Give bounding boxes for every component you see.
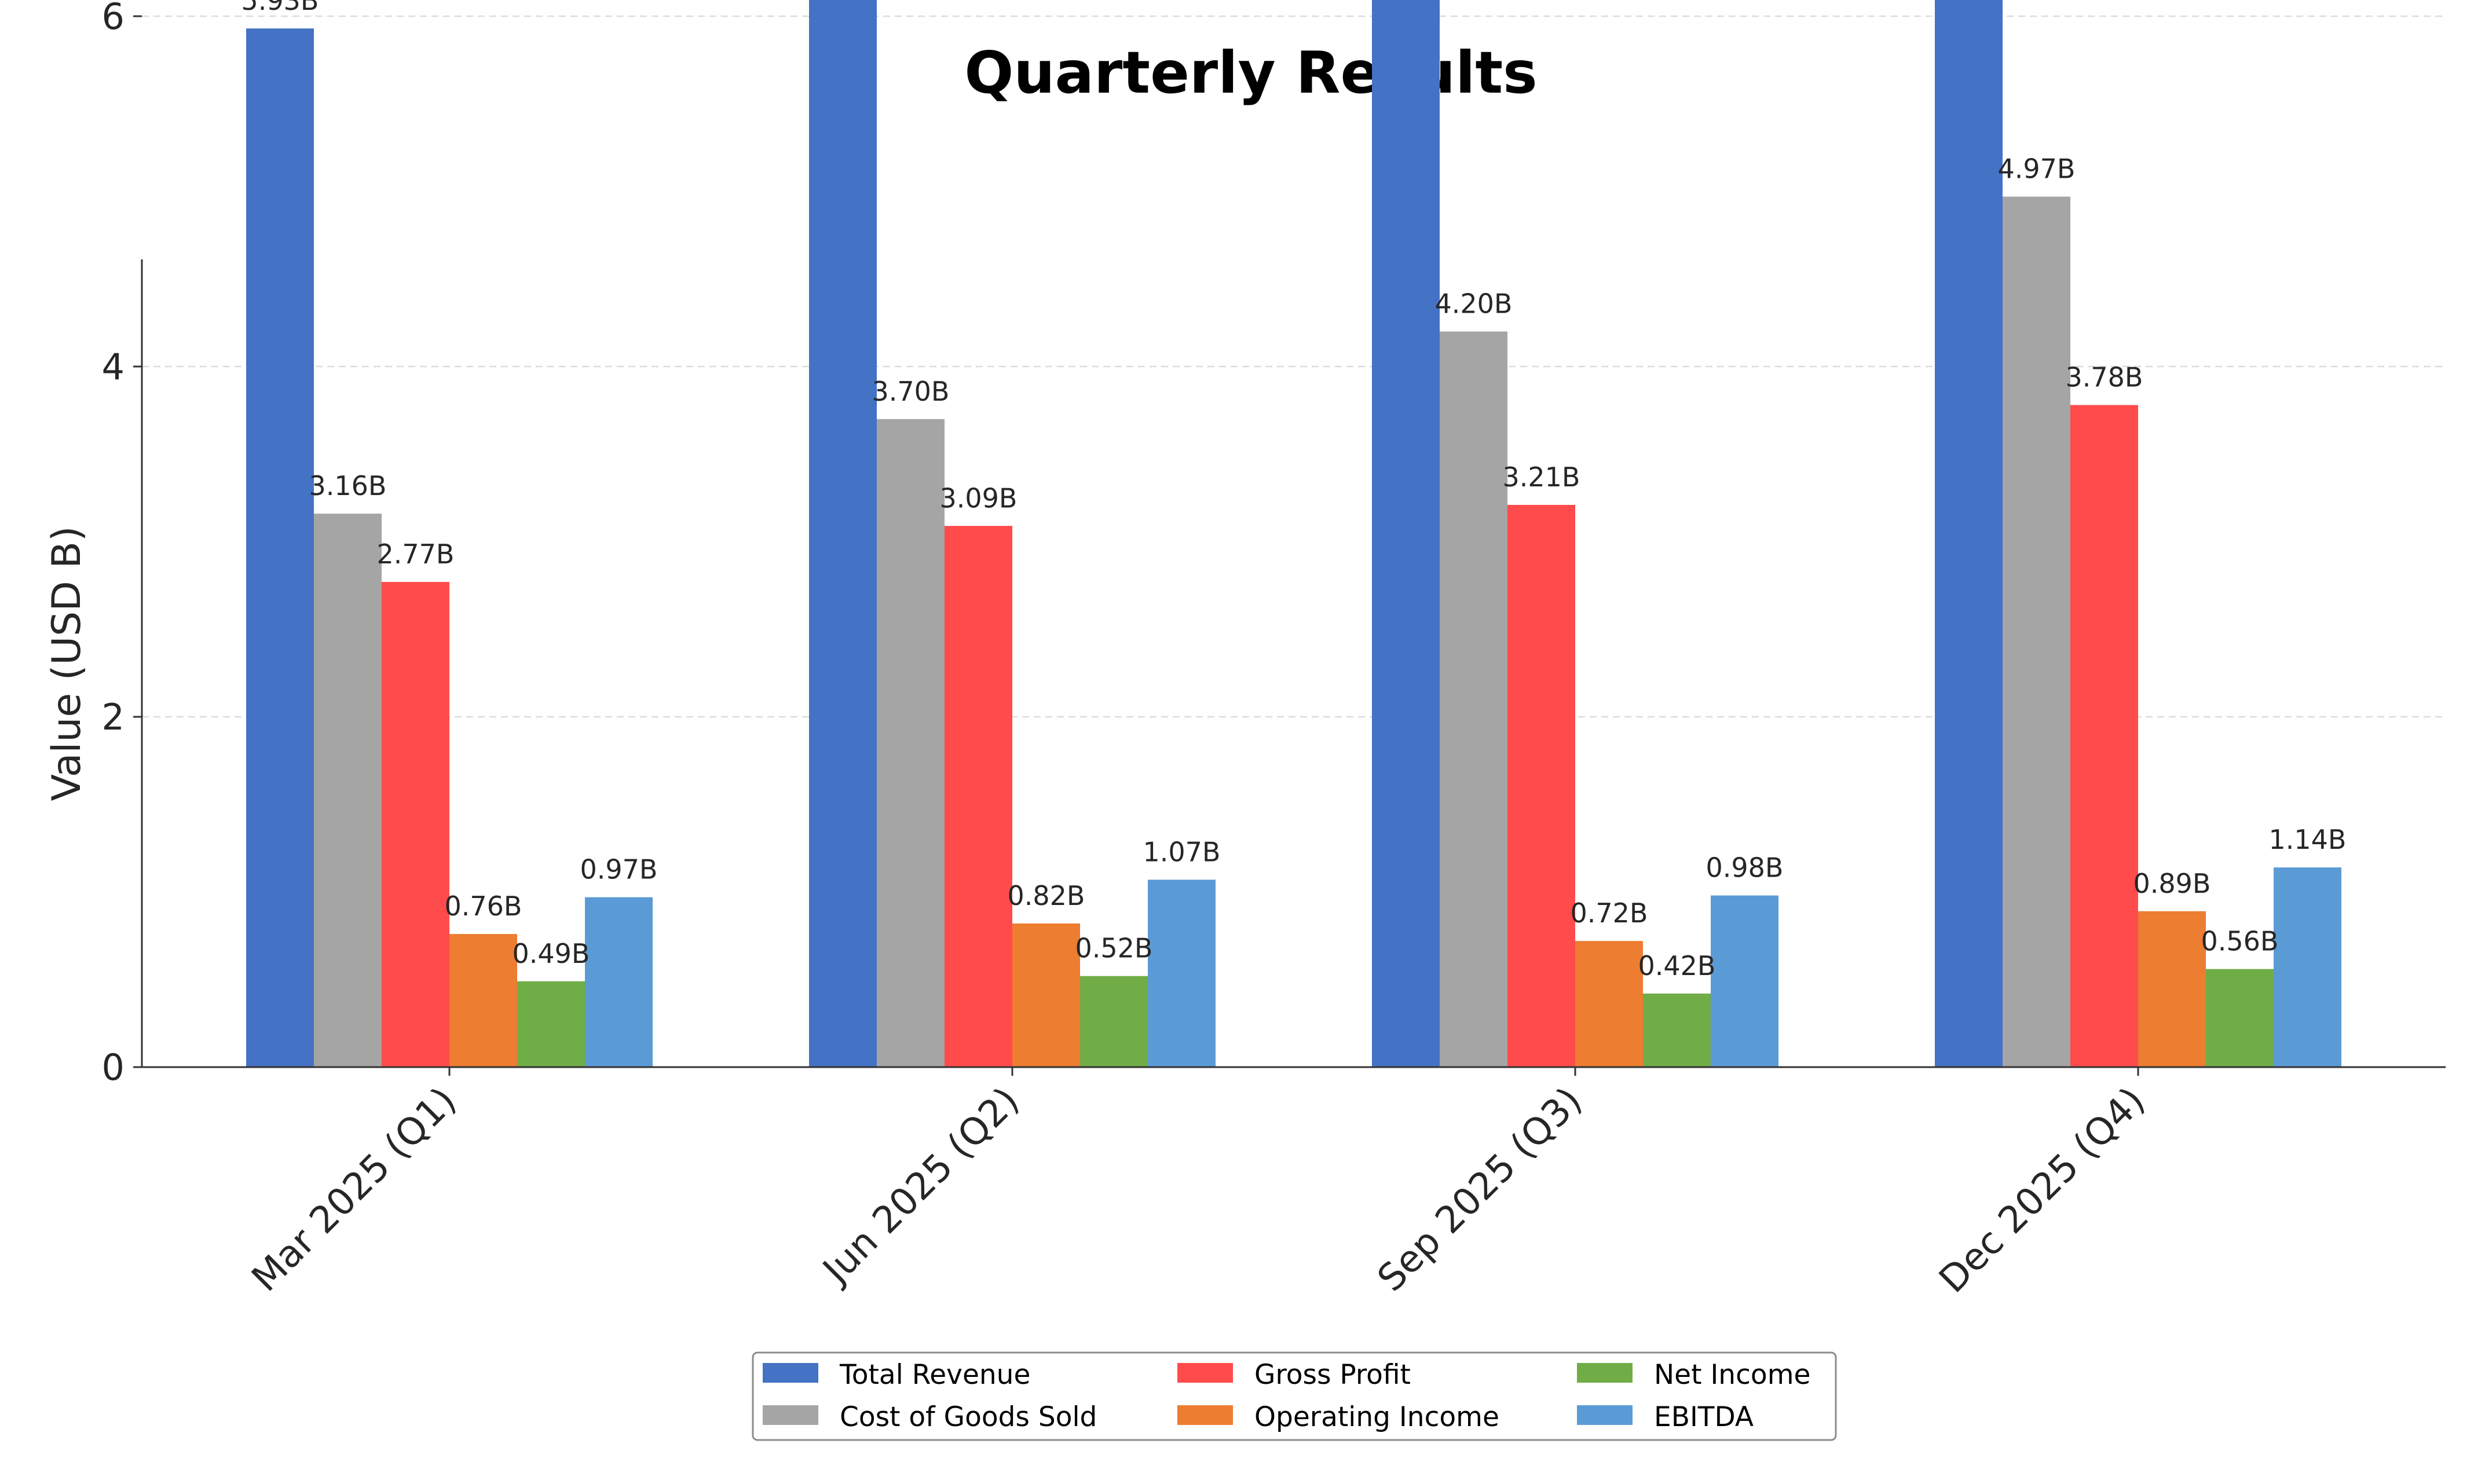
bars — [246, 0, 2341, 1068]
bar — [2206, 969, 2274, 1067]
legend-label: Operating Income — [1254, 1401, 1499, 1433]
y-ticks: 02468 — [102, 0, 142, 1089]
bar — [945, 526, 1012, 1067]
legend-label: Total Revenue — [839, 1359, 1030, 1391]
bar-label: 0.56B — [2201, 926, 2279, 957]
bar-label: 4.20B — [1435, 288, 1513, 320]
bar — [314, 514, 382, 1067]
bar — [1080, 976, 1148, 1067]
legend-swatch — [1177, 1363, 1233, 1383]
bar-label: 0.89B — [2133, 868, 2211, 899]
bar — [2070, 405, 2138, 1067]
legend-swatch — [1177, 1405, 1233, 1425]
bar — [1507, 504, 1575, 1067]
bar-label: 1.07B — [1143, 836, 1221, 867]
y-tick-label: 4 — [102, 346, 125, 388]
bar — [2138, 911, 2206, 1067]
bar — [1148, 880, 1216, 1067]
bar-label: 0.72B — [1571, 897, 1648, 929]
bar-label: 0.98B — [1706, 852, 1784, 884]
bar-label: 3.16B — [309, 470, 387, 501]
legend-swatch — [763, 1363, 818, 1383]
legend-swatch — [1577, 1405, 1633, 1425]
bar-label: 1.14B — [2269, 824, 2347, 855]
bar-label: 3.09B — [940, 482, 1018, 514]
y-tick-label: 2 — [102, 696, 125, 738]
bar — [2274, 867, 2341, 1067]
bar-label: 0.49B — [513, 938, 590, 969]
bar — [517, 981, 585, 1067]
legend-swatch — [763, 1405, 818, 1425]
chart-title: Quarterly Results — [964, 39, 1537, 107]
legend: Total Revenue Cost of Goods Sold Gross Pro… — [752, 1351, 1837, 1441]
bar-label: 3.70B — [872, 376, 950, 407]
legend-label: EBITDA — [1654, 1401, 1754, 1433]
bar-label: 4.97B — [1998, 153, 2076, 185]
bar-labels: 5.93B6.79B7.41B8.76B3.16B3.70B4.20B4.97B… — [241, 0, 2347, 981]
bar-label: 0.42B — [1638, 950, 1716, 981]
bar — [1643, 993, 1711, 1067]
y-tick-label: 6 — [102, 0, 125, 38]
legend-label: Net Income — [1654, 1359, 1810, 1391]
bar — [246, 28, 314, 1067]
bar-label: 0.82B — [1008, 880, 1085, 911]
bar — [585, 897, 653, 1067]
bar-label: 3.21B — [1503, 461, 1580, 493]
bar-label: 0.52B — [1075, 933, 1153, 964]
bar-label: 0.76B — [445, 891, 522, 922]
bar — [1440, 331, 1507, 1067]
bar — [2003, 196, 2070, 1068]
bar-label: 2.77B — [377, 538, 455, 570]
bar — [877, 419, 945, 1067]
bar — [449, 934, 517, 1067]
bar-label: 3.78B — [2066, 362, 2143, 393]
bar — [1935, 0, 2003, 1067]
legend-label: Cost of Goods Sold — [840, 1401, 1097, 1433]
bar-label: 0.97B — [580, 854, 658, 885]
y-tick-label: 0 — [102, 1046, 125, 1089]
legend-swatch — [1577, 1363, 1633, 1383]
bar — [809, 0, 877, 1068]
grid — [142, 15, 2446, 718]
bar — [1711, 895, 1778, 1067]
bar — [1372, 0, 1440, 1067]
bar — [1575, 941, 1643, 1067]
axes — [141, 259, 2446, 1068]
legend-box — [752, 1351, 1837, 1441]
bar — [1012, 923, 1080, 1067]
legend-label: Gross Profit — [1254, 1359, 1411, 1391]
legend-items: Total Revenue Cost of Goods Sold Gross Pro… — [763, 1359, 1810, 1433]
bar — [382, 582, 449, 1067]
y-axis-label: Value (USD B) — [44, 526, 90, 801]
bar-label: 5.93B — [241, 0, 319, 16]
